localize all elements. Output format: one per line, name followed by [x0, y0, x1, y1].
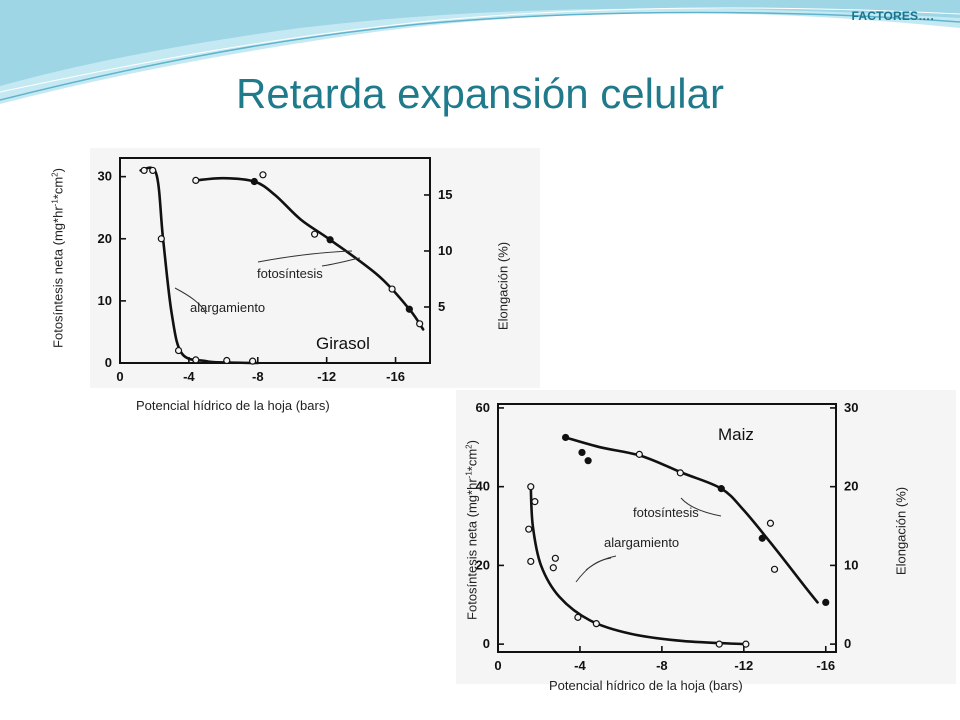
chart-maiz-frame — [497, 403, 837, 653]
chart-girasol-y-right-label: Elongación (%) — [495, 241, 511, 331]
chart-maiz-x-tick-label: -4 — [574, 658, 586, 673]
chart-maiz-y-left-label: Fotosíntesis neta (mg*hr-1*cm2) — [464, 440, 480, 620]
chart-maiz-series-alargamiento-point — [549, 564, 557, 572]
chart-maiz-y-right-tick-label: 0 — [844, 636, 851, 651]
chart-girasol-series-fotosintesis-line — [194, 176, 425, 331]
chart-maiz-annotation-species: Maiz — [718, 425, 754, 444]
chart-girasol-series-alargamiento-point — [249, 357, 257, 365]
chart-maiz-series-alargamiento-point — [527, 483, 535, 491]
chart-maiz-series-fotosintesis-point — [578, 448, 586, 457]
chart-maiz-annotation-leader — [575, 557, 612, 583]
chart-maiz-x-tick-label: 0 — [494, 658, 501, 673]
chart-girasol-y-left-tick-label: 0 — [105, 355, 112, 370]
chart-girasol-annotation-leader — [257, 250, 353, 263]
chart-girasol-y-left-tick-label: 10 — [98, 293, 112, 308]
chart-maiz-x-axis-label: Potencial hídrico de la hoja (bars) — [549, 678, 743, 693]
chart-maiz-series-alargamiento-point — [525, 525, 533, 533]
chart-maiz-series-fotosintesis-point — [770, 565, 779, 573]
chart-maiz-series-fotosintesis-point — [758, 534, 766, 542]
slide-title: Retarda expansión celular — [236, 70, 724, 117]
chart-girasol-x-tick-label: -16 — [386, 369, 405, 384]
chart-maiz-series-alargamiento-point — [592, 620, 600, 628]
header-wave-line-2 — [0, 7, 960, 93]
chart-maiz-series-fotosintesis-point — [766, 519, 775, 527]
chart-girasol-series-alargamiento-point — [140, 166, 148, 175]
chart-girasol-y-right-tick-label: 5 — [438, 299, 445, 314]
chart-girasol-series-fotosintesis-point — [405, 305, 413, 313]
chart-maiz-y-left-tick-label: 60 — [476, 400, 490, 415]
chart-girasol-frame — [119, 157, 431, 364]
chart-maiz-series-alargamiento-point — [742, 640, 750, 648]
section-label: FACTORES…. — [851, 9, 934, 23]
chart-girasol-y-right-tick-label: 15 — [438, 187, 452, 202]
chart-girasol: 0 -4 -8 -12 -16 0 10 20 30 5 10 15 — [90, 148, 540, 388]
chart-girasol-y-right-tick-label: 10 — [438, 243, 452, 258]
chart-maiz-series-fotosintesis-point — [584, 457, 592, 465]
chart-maiz-y-left-tick-label: 40 — [476, 479, 490, 494]
chart-girasol-series-fotosintesis-point — [416, 320, 424, 328]
chart-maiz-series-fotosintesis-point — [822, 598, 830, 606]
chart-girasol-annotation-fotosintesis: fotosíntesis — [257, 266, 323, 281]
chart-girasol-y-left-tick-label: 30 — [98, 169, 112, 184]
chart-maiz-y-right-label: Elongación (%) — [893, 486, 909, 576]
chart-girasol-series-alargamiento-point — [223, 356, 231, 365]
chart-girasol-series-fotosintesis-point — [250, 177, 258, 186]
header-wave-line — [0, 11, 960, 101]
chart-maiz: 0 -4 -8 -12 -16 0 20 40 60 0 10 20 30 — [456, 390, 956, 684]
chart-girasol-series-alargamiento-point — [174, 346, 183, 355]
chart-girasol-series-alargamiento-point — [149, 166, 157, 175]
chart-maiz-x-tick-label: -16 — [816, 658, 835, 673]
chart-maiz-y-right-tick-label: 10 — [844, 557, 858, 572]
chart-maiz-y-right-tick-label: 30 — [844, 400, 858, 415]
chart-maiz-annotation-alargamiento: alargamiento — [604, 535, 680, 550]
chart-maiz-series-fotosintesis-point — [635, 450, 643, 458]
chart-girasol-x-tick-label: -8 — [252, 369, 264, 384]
chart-girasol-annotation-leader — [321, 257, 361, 267]
chart-maiz-annotation-leader — [585, 555, 617, 571]
chart-maiz-series-alargamiento-point — [551, 554, 559, 562]
chart-maiz-series-alargamiento-point — [715, 640, 723, 648]
header-wave-decoration — [0, 0, 960, 104]
chart-girasol-annotation-leader — [174, 287, 207, 315]
chart-girasol-x-tick-label: -12 — [317, 369, 336, 384]
chart-girasol-x-axis-label: Potencial hídrico de la hoja (bars) — [136, 398, 330, 413]
chart-girasol-series-fotosintesis-point — [192, 176, 200, 185]
chart-maiz-y-left-tick-label: 20 — [476, 557, 490, 572]
chart-maiz-svg: 0 -4 -8 -12 -16 0 20 40 60 0 10 20 30 — [476, 400, 859, 673]
chart-maiz-series-alargamiento-line — [529, 485, 746, 646]
chart-maiz-series-fotosintesis-point — [676, 469, 684, 477]
chart-maiz-annotation-fotosintesis: fotosíntesis — [633, 505, 699, 520]
chart-girasol-y-left-label: Fotosíntesis neta (mg*hr-1*cm2) — [50, 168, 66, 348]
header-wave-mid — [0, 0, 960, 86]
chart-maiz-series-alargamiento-point — [527, 557, 535, 566]
chart-maiz-series-alargamiento-point — [531, 498, 539, 506]
chart-girasol-annotation-alargamiento: alargamiento — [190, 300, 266, 315]
chart-girasol-series-fotosintesis-point — [388, 285, 396, 293]
chart-girasol-x-tick-label: -4 — [183, 369, 195, 384]
chart-maiz-y-left-tick-label: 0 — [483, 636, 490, 651]
chart-girasol-series-alargamiento-line — [139, 166, 260, 365]
chart-girasol-series-fotosintesis-point — [326, 236, 334, 244]
chart-maiz-x-tick-label: -8 — [656, 658, 668, 673]
chart-girasol-series-alargamiento-point — [192, 356, 200, 364]
chart-girasol-y-left-tick-label: 20 — [98, 231, 112, 246]
chart-girasol-annotation-species: Girasol — [316, 334, 370, 353]
chart-girasol-series-alargamiento-point — [157, 235, 165, 243]
chart-girasol-series-fotosintesis-point — [259, 171, 267, 179]
chart-maiz-y-right-tick-label: 20 — [844, 479, 858, 494]
chart-maiz-series-fotosintesis-point — [561, 433, 570, 442]
chart-maiz-annotation-leader — [680, 497, 722, 517]
chart-girasol-x-tick-label: 0 — [116, 369, 123, 384]
chart-maiz-series-fotosintesis-point — [717, 485, 725, 493]
chart-maiz-x-tick-label: -12 — [734, 658, 753, 673]
chart-girasol-series-fotosintesis-point — [311, 230, 319, 238]
chart-girasol-svg: 0 -4 -8 -12 -16 0 10 20 30 5 10 15 — [98, 157, 452, 384]
chart-maiz-series-alargamiento-point — [574, 613, 582, 621]
